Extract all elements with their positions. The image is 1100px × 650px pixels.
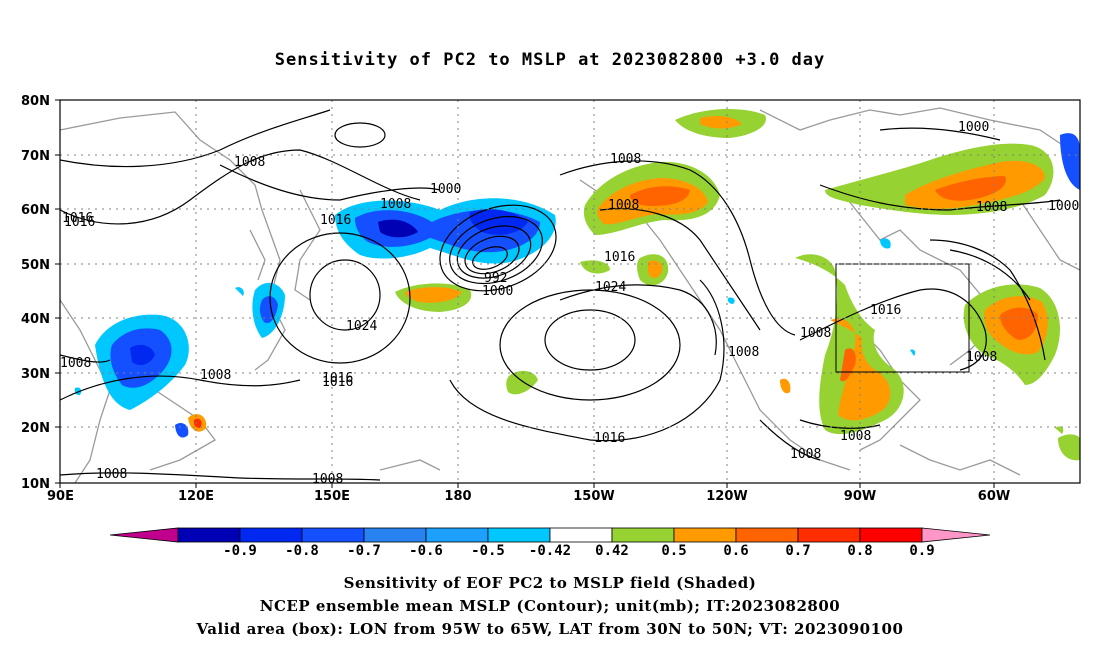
contour-label: 1008 <box>608 198 639 213</box>
caption-line-1: Sensitivity of EOF PC2 to MSLP field (Sh… <box>343 574 757 592</box>
colorbar-tick-label: -0.7 <box>347 543 381 559</box>
colorbar-swatch <box>363 527 427 543</box>
colorbar-swatch <box>611 527 675 543</box>
colorbar-swatch <box>301 527 365 543</box>
contour-label: 1008 <box>380 197 411 212</box>
colorbar-tick-label: 0.7 <box>785 543 811 559</box>
colorbar-tick-label: 0.8 <box>847 543 873 559</box>
colorbar-swatch <box>797 527 861 543</box>
lon-label: 60W <box>978 489 1010 504</box>
contour-label: 1016 <box>320 213 351 228</box>
lon-label: 120W <box>706 489 747 504</box>
lat-label: 50N <box>21 258 50 273</box>
contour-label: 1000 <box>958 120 989 135</box>
contour-label: 1008 <box>96 467 127 482</box>
colorbar-swatch <box>735 527 799 543</box>
colorbar-tick-label: -0.5 <box>471 543 505 559</box>
lon-label: 90E <box>47 489 74 504</box>
colorbar-tick-label: 0.9 <box>909 543 935 559</box>
tick-marks <box>55 99 995 488</box>
lon-label: 120E <box>178 489 214 504</box>
lon-label: 150E <box>314 489 350 504</box>
colorbar-tick-label: -0.9 <box>223 543 257 559</box>
colorbar-tick-label: -0.8 <box>285 543 319 559</box>
contour-label: 1008 <box>234 155 265 170</box>
contour-label: 1008 <box>800 326 831 341</box>
contour-label: 1016 <box>322 375 353 390</box>
lat-label: 70N <box>21 149 50 164</box>
colorbar-swatch <box>859 527 923 543</box>
colorbar-swatch <box>177 527 241 543</box>
colorbar-swatch <box>673 527 737 543</box>
contour-label: 1008 <box>976 200 1007 215</box>
colorbar-swatch <box>487 527 551 543</box>
contour-label: 1008 <box>728 345 759 360</box>
contour-label: 1000 <box>430 182 461 197</box>
valid-area-box <box>835 263 970 373</box>
grid-lines <box>60 100 1080 483</box>
colorbar-tick-label: 0.6 <box>723 543 749 559</box>
contour-label: 1000 <box>1048 199 1079 214</box>
contour-label: 1008 <box>610 152 641 167</box>
contour-label: 1016 <box>64 215 95 230</box>
contour-label: 1000 <box>482 284 513 299</box>
lon-label: 150W <box>573 489 614 504</box>
caption-line-3: Valid area (box): LON from 95W to 65W, L… <box>196 620 904 638</box>
lat-labels: 80N 70N 60N 50N 40N 30N 20N 10N <box>21 94 50 492</box>
negative-sensitivity-shading <box>74 133 1080 438</box>
colorbar-tick-label: 0.42 <box>595 543 629 559</box>
lat-label: 80N <box>21 94 50 109</box>
lat-label: 30N <box>21 367 50 382</box>
contour-label: 1016 <box>322 371 353 386</box>
lat-label: 60N <box>21 203 50 218</box>
contour-label: 1008 <box>200 368 231 383</box>
positive-sensitivity-shading <box>188 108 1080 461</box>
contour-label: 1008 <box>60 356 91 371</box>
lon-label: 180 <box>444 489 471 504</box>
colorbar-extend-low <box>109 527 179 543</box>
contour-label: 992 <box>484 271 507 286</box>
colorbar-swatch <box>549 527 613 543</box>
lon-label: 90W <box>844 489 876 504</box>
contour-label: 1008 <box>790 447 821 462</box>
lon-labels: 90E 120E 150E 180 150W 120W 90W 60W <box>47 489 1010 504</box>
contour-label: 1008 <box>312 472 343 487</box>
colorbar-tick-label: -0.42 <box>528 543 572 559</box>
colorbar-extend-high <box>921 527 991 543</box>
colorbar-swatch <box>239 527 303 543</box>
contour-label: 1024 <box>346 319 377 334</box>
contour-label: 1008 <box>840 429 871 444</box>
lat-label: 10N <box>21 477 50 492</box>
colorbar-swatch <box>425 527 489 543</box>
colorbar-tick-label: 0.5 <box>661 543 687 559</box>
colorbar <box>109 527 991 543</box>
contour-label: 1016 <box>604 250 635 265</box>
mslp-contours <box>60 109 1061 481</box>
lat-label: 20N <box>21 421 50 436</box>
contour-label: 1008 <box>966 350 997 365</box>
chart-title: Sensitivity of PC2 to MSLP at 2023082800… <box>274 50 826 70</box>
contour-label: 1016 <box>62 211 93 226</box>
colorbar-tick-label: -0.6 <box>409 543 443 559</box>
coastlines <box>60 107 1080 483</box>
caption-line-2: NCEP ensemble mean MSLP (Contour); unit(… <box>259 597 841 615</box>
lat-label: 40N <box>21 312 50 327</box>
contour-label: 1024 <box>595 280 626 295</box>
contour-label: 1016 <box>594 431 625 446</box>
contour-label: 1016 <box>870 303 901 318</box>
plot-frame <box>59 99 1081 484</box>
